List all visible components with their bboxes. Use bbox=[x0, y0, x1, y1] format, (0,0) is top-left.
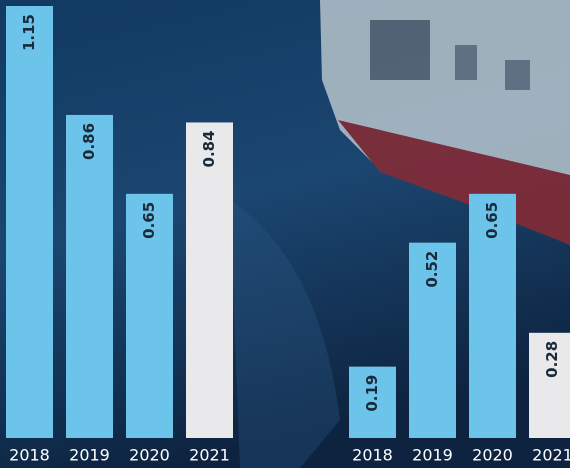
x-tick-label: 2021 bbox=[189, 446, 230, 465]
value-label: 0.19 bbox=[363, 375, 381, 412]
x-tick-label: 2018 bbox=[352, 446, 393, 465]
x-tick-label: 2019 bbox=[69, 446, 110, 465]
x-tick-label: 2018 bbox=[9, 446, 50, 465]
wake bbox=[230, 200, 340, 468]
value-label: 0.65 bbox=[483, 202, 501, 239]
value-label: 0.52 bbox=[423, 251, 441, 288]
bar bbox=[349, 366, 396, 438]
value-label: 0.86 bbox=[80, 123, 98, 160]
value-label: 0.65 bbox=[140, 202, 158, 239]
bar bbox=[6, 6, 53, 438]
x-tick-label: 2020 bbox=[472, 446, 513, 465]
x-tick-label: 2020 bbox=[129, 446, 170, 465]
bar bbox=[529, 332, 570, 438]
value-label: 1.15 bbox=[20, 14, 38, 51]
x-tick-label: 2019 bbox=[412, 446, 453, 465]
bar bbox=[409, 242, 456, 438]
bar bbox=[186, 122, 233, 438]
bar bbox=[126, 193, 173, 438]
bar bbox=[66, 114, 113, 438]
value-label: 0.28 bbox=[543, 341, 561, 378]
x-tick-label: 2021 bbox=[532, 446, 570, 465]
value-label: 0.84 bbox=[200, 130, 218, 167]
bar bbox=[469, 193, 516, 438]
